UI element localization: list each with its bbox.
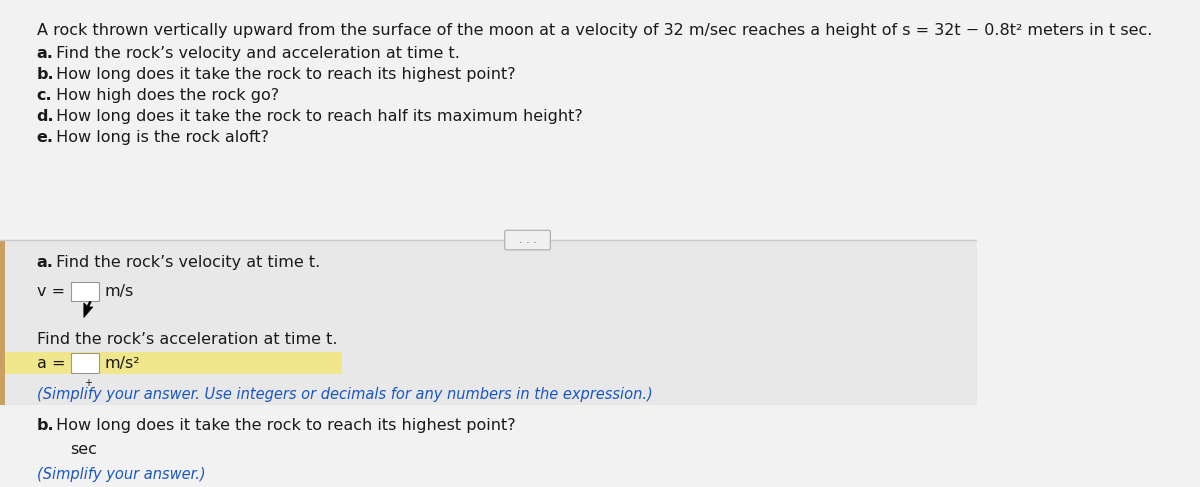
Text: Find the rock’s velocity at time t.: Find the rock’s velocity at time t.: [52, 255, 320, 270]
Text: How long is the rock aloft?: How long is the rock aloft?: [52, 131, 269, 145]
Text: v =: v =: [37, 284, 65, 299]
Bar: [71, 281, 98, 301]
Text: sec: sec: [70, 442, 97, 457]
Bar: [0, 240, 5, 405]
Text: A rock thrown vertically upward from the surface of the moon at a velocity of 32: A rock thrown vertically upward from the…: [37, 23, 1152, 38]
Text: Find the rock’s acceleration at time t.: Find the rock’s acceleration at time t.: [37, 332, 337, 347]
Text: a =: a =: [37, 356, 65, 371]
Text: b.: b.: [37, 67, 54, 82]
Text: How high does the rock go?: How high does the rock go?: [52, 88, 280, 103]
Text: Find the rock’s velocity and acceleration at time t.: Find the rock’s velocity and acceleratio…: [52, 46, 460, 60]
Text: m/s: m/s: [104, 284, 133, 299]
Text: +: +: [84, 378, 92, 388]
Text: (Simplify your answer. Use integers or decimals for any numbers in the expressio: (Simplify your answer. Use integers or d…: [37, 388, 653, 402]
Text: d.: d.: [37, 109, 54, 124]
Bar: [37, 440, 65, 459]
Text: a.: a.: [37, 255, 54, 270]
FancyBboxPatch shape: [505, 230, 551, 250]
Bar: [0, 352, 342, 375]
Text: e.: e.: [37, 131, 54, 145]
Text: c.: c.: [37, 88, 53, 103]
Text: a.: a.: [37, 46, 54, 60]
Text: b.: b.: [37, 418, 54, 433]
Text: How long does it take the rock to reach its highest point?: How long does it take the rock to reach …: [52, 67, 516, 82]
Text: m/s²: m/s²: [104, 356, 139, 371]
Text: . . .: . . .: [518, 235, 536, 245]
Bar: [0, 8, 977, 240]
Polygon shape: [84, 301, 92, 318]
Text: How long does it take the rock to reach half its maximum height?: How long does it take the rock to reach …: [52, 109, 583, 124]
Bar: [0, 240, 977, 405]
Bar: [71, 353, 98, 373]
Text: (Simplify your answer.): (Simplify your answer.): [37, 467, 205, 482]
Text: How long does it take the rock to reach its highest point?: How long does it take the rock to reach …: [52, 418, 516, 433]
